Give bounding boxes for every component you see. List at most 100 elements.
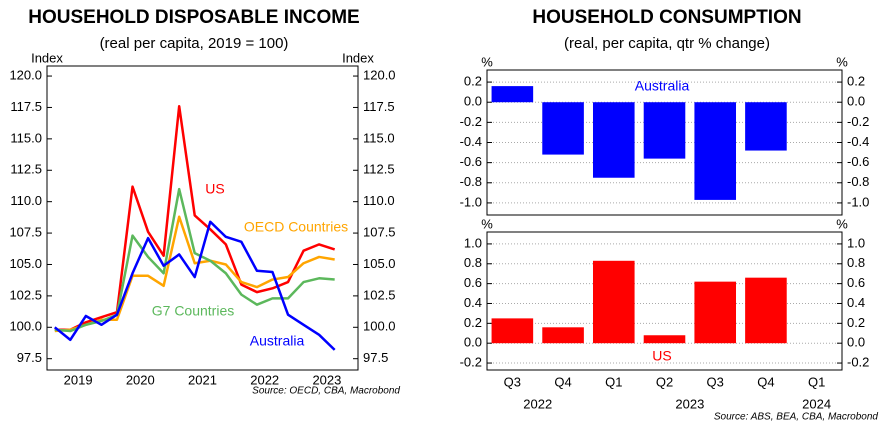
line-series [54,187,335,333]
y-tick-label: 0.4 [464,295,482,310]
y2-tick-label: -0.6 [847,154,869,169]
y2-tick-label: 115.0 [363,130,395,145]
bar [491,86,534,103]
y-tick-label: 110.0 [10,193,42,208]
y2-tick-label: 0.2 [847,74,865,89]
y-tick-label: 1.0 [464,235,482,250]
y-tick-label: -0.6 [460,154,482,169]
y2-axis-label: Index [342,50,374,65]
y-tick-label: 117.5 [10,99,42,114]
x-tick-label: Q3 [707,374,724,389]
y-tick-label: -0.2 [460,354,482,369]
bar [542,102,584,155]
y2-tick-label: 0.2 [847,315,865,330]
source-note: Source: ABS, BEA, CBA, Macrobond [714,412,879,423]
y-tick-label: 115.0 [10,130,42,145]
bar [745,277,787,344]
y2-tick-label: -0.4 [847,134,869,149]
x-tick-label: 2020 [126,372,155,387]
x-tick-label: 2023 [312,372,341,387]
x-tick-label: Q1 [605,374,622,389]
y2-axis-label: % [836,216,848,231]
plot-frame [486,231,843,371]
source-note: Source: OECD, CBA, Macrobond [252,386,400,397]
chart-title: HOUSEHOLD CONSUMPTION [532,7,801,28]
y2-tick-label: 110.0 [363,193,395,208]
bar [491,318,534,344]
y-axis-label: % [481,216,493,231]
y-tick-label: 0.6 [464,275,482,290]
y2-tick-label: 102.5 [363,287,396,302]
y2-tick-label: 107.5 [363,225,396,240]
bar [694,281,737,344]
y-tick-label: 0.2 [464,74,482,89]
y-tick-label: 0.8 [464,255,482,270]
bar [643,335,686,344]
y-axis-label: % [481,54,493,69]
chart-subtitle: (real, per capita, qtr % change) [564,35,770,52]
series-label: G7 Countries [152,303,234,319]
y-tick-label: -0.2 [460,114,482,129]
y2-tick-label: 105.0 [363,256,396,271]
y-tick-label: 0.2 [464,315,482,330]
y-tick-label: 0.0 [464,94,482,109]
y2-tick-label: 117.5 [363,99,395,114]
y2-tick-label: 100.0 [363,319,396,334]
y2-tick-label: -0.8 [847,174,869,189]
x-group-label: 2024 [802,396,831,411]
x-tick-label: Q1 [808,374,825,389]
y-tick-label: 100.0 [9,319,42,334]
plot-frame [46,65,359,371]
bar [542,327,584,344]
y2-tick-label: 0.8 [847,255,865,270]
y-tick-label: 0.0 [464,335,482,350]
x-group-label: 2023 [675,396,704,411]
y2-tick-label: 1.0 [847,235,865,250]
series-label: US [205,181,224,197]
y2-tick-label: 0.4 [847,295,865,310]
x-tick-label: Q4 [757,374,774,389]
bar [745,102,787,151]
series-label: Australia [250,333,305,349]
y-tick-label: 112.5 [10,162,42,177]
y2-tick-label: -0.2 [847,354,869,369]
y2-tick-label: -0.2 [847,114,869,129]
x-tick-label: 2021 [188,372,217,387]
y-tick-label: 107.5 [9,225,42,240]
bar [643,102,686,159]
bar [592,260,635,344]
chart-subtitle: (real per capita, 2019 = 100) [100,35,289,52]
bar [694,102,737,200]
y-tick-label: 97.5 [17,350,42,365]
y-tick-label: 120.0 [9,67,42,82]
series-label: Australia [635,78,690,94]
bar [592,102,635,178]
x-tick-label: Q3 [504,374,521,389]
line-series [53,220,336,351]
y2-tick-label: 0.6 [847,275,865,290]
y2-tick-label: 0.0 [847,94,865,109]
y2-tick-label: 97.5 [363,350,388,365]
y2-tick-label: 120.0 [363,67,396,82]
y2-axis-label: % [836,54,848,69]
y-tick-label: -0.4 [460,134,482,149]
y-tick-label: 105.0 [9,256,42,271]
y2-tick-label: 0.0 [847,335,865,350]
y-tick-label: -1.0 [460,194,482,209]
series-label: OECD Countries [244,219,348,235]
y-tick-label: 102.5 [9,287,42,302]
x-tick-label: Q4 [554,374,571,389]
y-axis-label: Index [31,50,63,65]
y2-tick-label: -1.0 [847,194,869,209]
series-label: US [652,348,671,364]
y-tick-label: -0.8 [460,174,482,189]
plot-frame [486,69,843,216]
chart-title: HOUSEHOLD DISPOSABLE INCOME [28,7,359,28]
x-tick-label: 2019 [64,372,93,387]
y2-tick-label: 112.5 [363,162,395,177]
line-series [54,104,336,332]
x-tick-label: 2022 [250,372,279,387]
x-tick-label: Q2 [656,374,673,389]
